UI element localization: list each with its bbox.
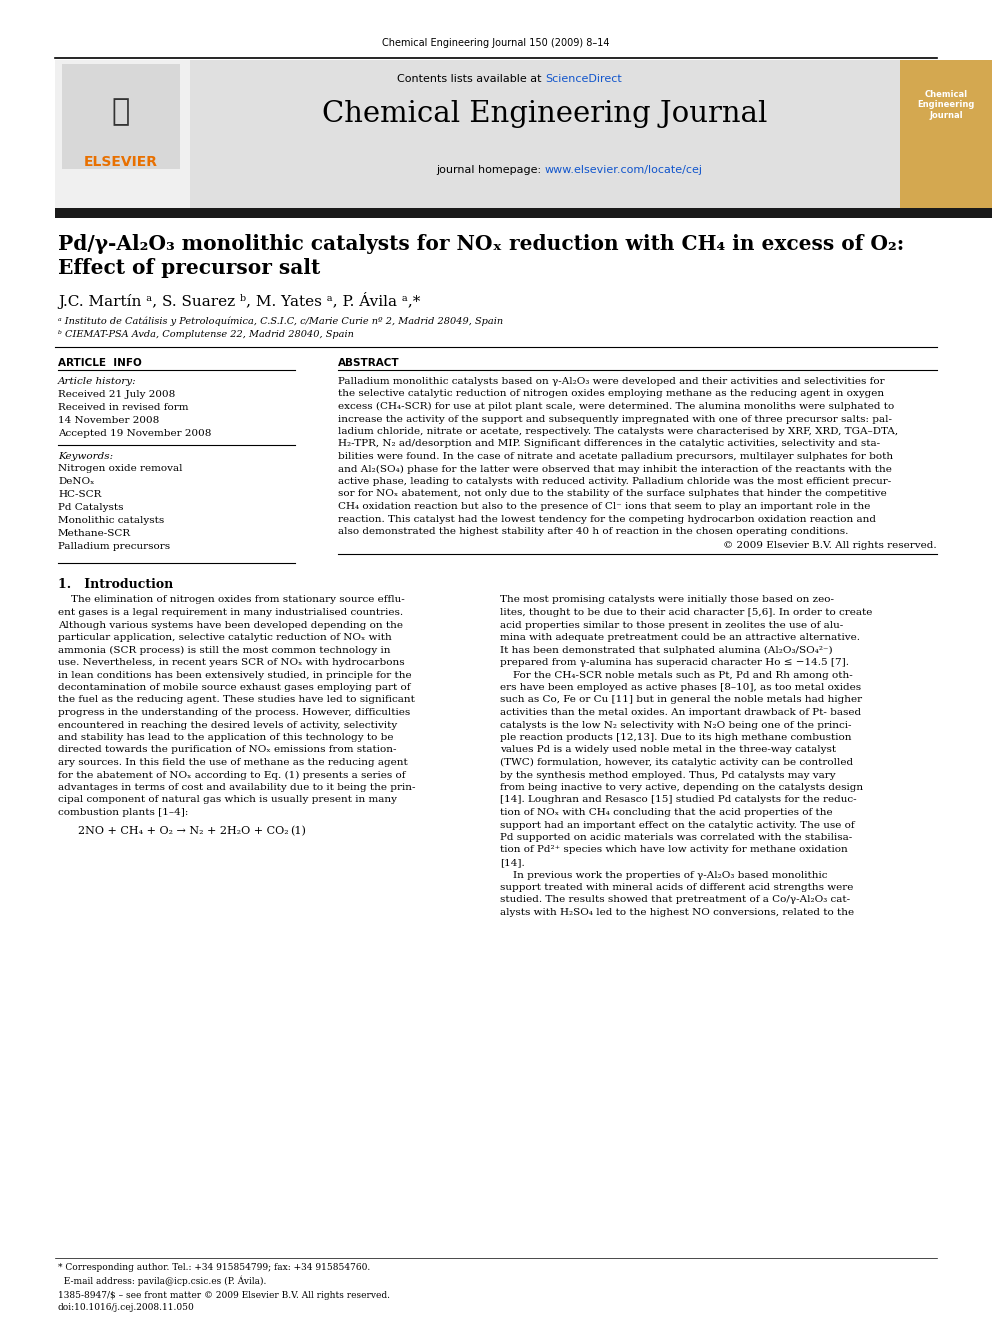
Text: ᵇ CIEMAT-PSA Avda, Complutense 22, Madrid 28040, Spain: ᵇ CIEMAT-PSA Avda, Complutense 22, Madri… [58, 329, 354, 339]
Bar [55, 208, 992, 218]
Bar [900, 60, 992, 208]
Text: progress in the understanding of the process. However, difficulties: progress in the understanding of the pro… [58, 708, 411, 717]
Text: 2NO + CH₄ + O₂ → N₂ + 2H₂O + CO₂: 2NO + CH₄ + O₂ → N₂ + 2H₂O + CO₂ [78, 826, 289, 836]
Text: ScienceDirect: ScienceDirect [545, 74, 622, 83]
Text: 14 November 2008: 14 November 2008 [58, 415, 160, 425]
Text: directed towards the purification of NOₓ emissions from station-: directed towards the purification of NOₓ… [58, 745, 397, 754]
Text: It has been demonstrated that sulphated alumina (Al₂O₃/SO₄²⁻): It has been demonstrated that sulphated … [500, 646, 832, 655]
Bar [190, 60, 900, 208]
Text: (1): (1) [290, 826, 306, 836]
Text: tion of Pd²⁺ species which have low activity for methane oxidation: tion of Pd²⁺ species which have low acti… [500, 845, 848, 855]
Text: Pd supported on acidic materials was correlated with the stabilisa-: Pd supported on acidic materials was cor… [500, 833, 852, 841]
Bar [62, 64, 180, 169]
Text: Effect of precursor salt: Effect of precursor salt [58, 258, 320, 278]
Text: by the synthesis method employed. Thus, Pd catalysts may vary: by the synthesis method employed. Thus, … [500, 770, 835, 779]
Text: [14].: [14]. [500, 859, 525, 867]
Text: The most promising catalysts were initially those based on zeo-: The most promising catalysts were initia… [500, 595, 834, 605]
Text: ary sources. In this field the use of methane as the reducing agent: ary sources. In this field the use of me… [58, 758, 408, 767]
Text: (TWC) formulation, however, its catalytic activity can be controlled: (TWC) formulation, however, its catalyti… [500, 758, 853, 767]
Text: ladium chloride, nitrate or acetate, respectively. The catalysts were characteri: ladium chloride, nitrate or acetate, res… [338, 427, 898, 437]
Text: support had an important effect on the catalytic activity. The use of: support had an important effect on the c… [500, 820, 855, 830]
Text: ARTICLE  INFO: ARTICLE INFO [58, 359, 142, 368]
Text: active phase, leading to catalysts with reduced activity. Palladium chloride was: active phase, leading to catalysts with … [338, 478, 891, 486]
Text: also demonstrated the highest stability after 40 h of reaction in the chosen ope: also demonstrated the highest stability … [338, 527, 848, 536]
Text: 🌳: 🌳 [112, 98, 130, 127]
Text: Chemical Engineering Journal 150 (2009) 8–14: Chemical Engineering Journal 150 (2009) … [382, 38, 610, 48]
Text: The elimination of nitrogen oxides from stationary source efflu-: The elimination of nitrogen oxides from … [58, 595, 405, 605]
Text: activities than the metal oxides. An important drawback of Pt- based: activities than the metal oxides. An imp… [500, 708, 861, 717]
Text: DeNOₓ: DeNOₓ [58, 478, 94, 486]
Text: ABSTRACT: ABSTRACT [338, 359, 400, 368]
Text: Although various systems have been developed depending on the: Although various systems have been devel… [58, 620, 403, 630]
Text: Palladium monolithic catalysts based on γ-Al₂O₃ were developed and their activit: Palladium monolithic catalysts based on … [338, 377, 885, 386]
Text: In previous work the properties of γ-Al₂O₃ based monolithic: In previous work the properties of γ-Al₂… [500, 871, 827, 880]
Text: use. Nevertheless, in recent years SCR of NOₓ with hydrocarbons: use. Nevertheless, in recent years SCR o… [58, 658, 405, 667]
Text: mina with adequate pretreatment could be an attractive alternative.: mina with adequate pretreatment could be… [500, 632, 860, 642]
Text: the fuel as the reducing agent. These studies have led to significant: the fuel as the reducing agent. These st… [58, 696, 415, 705]
Text: prepared from γ-alumina has superacid character Ho ≤ −14.5 [7].: prepared from γ-alumina has superacid ch… [500, 658, 849, 667]
Text: acid properties similar to those present in zeolites the use of alu-: acid properties similar to those present… [500, 620, 843, 630]
Text: combustion plants [1–4]:: combustion plants [1–4]: [58, 808, 188, 818]
Text: Nitrogen oxide removal: Nitrogen oxide removal [58, 464, 183, 474]
Text: Contents lists available at: Contents lists available at [397, 74, 545, 83]
Text: Received 21 July 2008: Received 21 July 2008 [58, 390, 176, 400]
Text: particular application, selective catalytic reduction of NOₓ with: particular application, selective cataly… [58, 632, 392, 642]
Text: the selective catalytic reduction of nitrogen oxides employing methane as the re: the selective catalytic reduction of nit… [338, 389, 884, 398]
Text: decontamination of mobile source exhaust gases employing part of: decontamination of mobile source exhaust… [58, 683, 411, 692]
Text: J.C. Martín ᵃ, S. Suarez ᵇ, M. Yates ᵃ, P. Ávila ᵃ,*: J.C. Martín ᵃ, S. Suarez ᵇ, M. Yates ᵃ, … [58, 292, 421, 310]
Text: Article history:: Article history: [58, 377, 137, 386]
Text: Keywords:: Keywords: [58, 452, 113, 460]
Text: advantages in terms of cost and availability due to it being the prin-: advantages in terms of cost and availabi… [58, 783, 416, 792]
Text: Pd Catalysts: Pd Catalysts [58, 503, 123, 512]
Text: ent gases is a legal requirement in many industrialised countries.: ent gases is a legal requirement in many… [58, 609, 403, 617]
Text: Palladium precursors: Palladium precursors [58, 542, 170, 550]
Text: and stability has lead to the application of this technology to be: and stability has lead to the applicatio… [58, 733, 394, 742]
Text: www.elsevier.com/locate/cej: www.elsevier.com/locate/cej [545, 165, 703, 175]
Text: and Al₂(SO₄) phase for the latter were observed that may inhibit the interaction: and Al₂(SO₄) phase for the latter were o… [338, 464, 892, 474]
Text: Monolithic catalysts: Monolithic catalysts [58, 516, 165, 525]
Text: ers have been employed as active phases [8–10], as too metal oxides: ers have been employed as active phases … [500, 683, 861, 692]
Text: cipal component of natural gas which is usually present in many: cipal component of natural gas which is … [58, 795, 397, 804]
Text: Chemical
Engineering
Journal: Chemical Engineering Journal [918, 90, 975, 120]
Text: ᵃ Instituto de Catálisis y Petroloquímica, C.S.I.C, c/Marie Curie nº 2, Madrid 2: ᵃ Instituto de Catálisis y Petroloquímic… [58, 316, 503, 325]
Text: ammonia (SCR process) is still the most common technology in: ammonia (SCR process) is still the most … [58, 646, 391, 655]
Text: for the abatement of NOₓ according to Eq. (1) presents a series of: for the abatement of NOₓ according to Eq… [58, 770, 406, 779]
Text: Received in revised form: Received in revised form [58, 404, 188, 411]
Text: CH₄ oxidation reaction but also to the presence of Cl⁻ ions that seem to play an: CH₄ oxidation reaction but also to the p… [338, 501, 870, 511]
Text: excess (CH₄-SCR) for use at pilot plant scale, were determined. The alumina mono: excess (CH₄-SCR) for use at pilot plant … [338, 402, 894, 411]
Text: Methane-SCR: Methane-SCR [58, 529, 131, 538]
Text: © 2009 Elsevier B.V. All rights reserved.: © 2009 Elsevier B.V. All rights reserved… [723, 541, 937, 549]
Text: ELSEVIER: ELSEVIER [84, 155, 158, 169]
Text: doi:10.1016/j.cej.2008.11.050: doi:10.1016/j.cej.2008.11.050 [58, 1303, 194, 1312]
Text: values Pd is a widely used noble metal in the three-way catalyst: values Pd is a widely used noble metal i… [500, 745, 836, 754]
Text: tion of NOₓ with CH₄ concluding that the acid properties of the: tion of NOₓ with CH₄ concluding that the… [500, 808, 832, 818]
Text: sor for NOₓ abatement, not only due to the stability of the surface sulphates th: sor for NOₓ abatement, not only due to t… [338, 490, 887, 499]
Text: support treated with mineral acids of different acid strengths were: support treated with mineral acids of di… [500, 882, 853, 892]
Text: Chemical Engineering Journal: Chemical Engineering Journal [322, 101, 768, 128]
Text: Accepted 19 November 2008: Accepted 19 November 2008 [58, 429, 211, 438]
Text: E-mail address: pavila@icp.csic.es (P. Ávila).: E-mail address: pavila@icp.csic.es (P. Á… [58, 1275, 267, 1286]
Text: bilities were found. In the case of nitrate and acetate palladium precursors, mu: bilities were found. In the case of nitr… [338, 452, 893, 460]
Text: lites, thought to be due to their acid character [5,6]. In order to create: lites, thought to be due to their acid c… [500, 609, 872, 617]
Text: For the CH₄-SCR noble metals such as Pt, Pd and Rh among oth-: For the CH₄-SCR noble metals such as Pt,… [500, 671, 853, 680]
Text: 1.   Introduction: 1. Introduction [58, 578, 174, 590]
Text: ple reaction products [12,13]. Due to its high methane combustion: ple reaction products [12,13]. Due to it… [500, 733, 851, 742]
Text: such as Co, Fe or Cu [11] but in general the noble metals had higher: such as Co, Fe or Cu [11] but in general… [500, 696, 862, 705]
Bar [55, 60, 190, 208]
Text: in lean conditions has been extensively studied, in principle for the: in lean conditions has been extensively … [58, 671, 412, 680]
Text: from being inactive to very active, depending on the catalysts design: from being inactive to very active, depe… [500, 783, 863, 792]
Text: studied. The results showed that pretreatment of a Co/γ-Al₂O₃ cat-: studied. The results showed that pretrea… [500, 896, 850, 905]
Text: * Corresponding author. Tel.: +34 915854799; fax: +34 915854760.: * Corresponding author. Tel.: +34 915854… [58, 1263, 370, 1271]
Text: reaction. This catalyst had the lowest tendency for the competing hydrocarbon ox: reaction. This catalyst had the lowest t… [338, 515, 876, 524]
Text: increase the activity of the support and subsequently impregnated with one of th: increase the activity of the support and… [338, 414, 892, 423]
Text: HC-SCR: HC-SCR [58, 490, 101, 499]
Text: [14]. Loughran and Resasco [15] studied Pd catalysts for the reduc-: [14]. Loughran and Resasco [15] studied … [500, 795, 857, 804]
Text: catalysts is the low N₂ selectivity with N₂O being one of the princi-: catalysts is the low N₂ selectivity with… [500, 721, 851, 729]
Text: Pd/γ-Al₂O₃ monolithic catalysts for NOₓ reduction with CH₄ in excess of O₂:: Pd/γ-Al₂O₃ monolithic catalysts for NOₓ … [58, 234, 905, 254]
Text: H₂-TPR, N₂ ad/desorption and MIP. Significant differences in the catalytic activ: H₂-TPR, N₂ ad/desorption and MIP. Signif… [338, 439, 880, 448]
Text: encountered in reaching the desired levels of activity, selectivity: encountered in reaching the desired leve… [58, 721, 397, 729]
Text: alysts with H₂SO₄ led to the highest NO conversions, related to the: alysts with H₂SO₄ led to the highest NO … [500, 908, 854, 917]
Text: 1385-8947/$ – see front matter © 2009 Elsevier B.V. All rights reserved.: 1385-8947/$ – see front matter © 2009 El… [58, 1291, 390, 1301]
Text: journal homepage:: journal homepage: [436, 165, 545, 175]
